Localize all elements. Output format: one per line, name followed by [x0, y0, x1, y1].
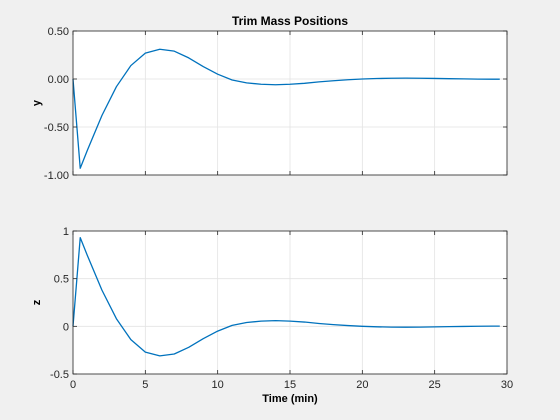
y-tick-label: 0.5: [54, 274, 69, 286]
chart-title: Trim Mass Positions: [232, 14, 348, 28]
x-tick-label: 5: [142, 379, 148, 391]
y-tick-label: 0.00: [48, 74, 69, 86]
x-tick-label: 20: [356, 379, 368, 391]
y-tick-label: 0: [63, 321, 69, 333]
series-line-1: [72, 48, 500, 169]
y-axis-label: y: [31, 99, 43, 106]
x-axis-label: Time (min): [262, 393, 318, 405]
axes-1: -1.00 -0.50 0.00 0.50 Trim Mass Positions y: [31, 14, 508, 182]
y-tick-label: -1.00: [44, 170, 69, 182]
y-tick-label: -0.50: [44, 122, 69, 134]
y-axis-label: z: [31, 299, 43, 305]
series-line-1: [72, 237, 500, 357]
y-tick-label: -0.5: [50, 369, 69, 381]
y-tick-label: 0.50: [48, 26, 69, 38]
x-tick-label: 15: [284, 379, 296, 391]
x-tick-label: 30: [501, 379, 513, 391]
x-tick-label: 0: [70, 379, 76, 391]
x-tick-label: 25: [429, 379, 441, 391]
y-tick-label: 1: [63, 226, 69, 238]
x-tick-label: 10: [212, 379, 224, 391]
